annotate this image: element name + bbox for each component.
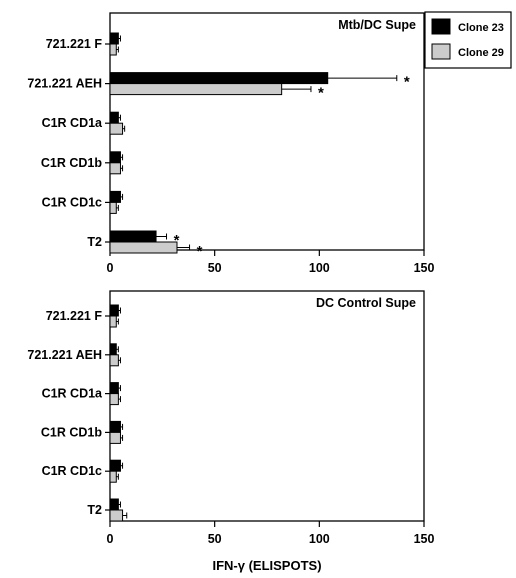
category-label-c1r-cd1b: C1R CD1b: [41, 156, 102, 170]
category-label-721-221-f: 721.221 F: [46, 37, 103, 51]
category-label-721-221-aeh: 721.221 AEH: [27, 348, 102, 362]
bar-clone-29-t2: [109, 509, 124, 522]
legend-swatch-clone-23: [431, 18, 451, 35]
bar-clone-29-721-221-aeh: [109, 83, 283, 96]
category-label-721-221-aeh: 721.221 AEH: [27, 77, 102, 91]
category-label-c1r-cd1a: C1R CD1a: [42, 387, 103, 401]
category-label-c1r-cd1c: C1R CD1c: [42, 464, 102, 478]
significance-star: *: [174, 232, 180, 249]
x-tick-label: 100: [309, 261, 330, 275]
bar-clone-23-c1r-cd1b: [109, 420, 121, 433]
bar-clone-29-721-221-f: [109, 43, 117, 56]
bar-clone-23-c1r-cd1c: [109, 190, 121, 203]
bar-clone-29-c1r-cd1a: [109, 393, 119, 406]
dc-control-supe-panel: DC Control Supe 0 50 100 150 721.221 F 721.221…: [27, 290, 435, 546]
category-label-c1r-cd1a: C1R CD1a: [42, 116, 103, 130]
bar-clone-29-c1r-cd1a: [109, 122, 124, 135]
legend: Clone 23 Clone 29: [424, 11, 512, 69]
legend-label-clone-29: Clone 29: [458, 47, 504, 59]
x-tick-label: 100: [309, 532, 330, 546]
x-tick-label: 0: [107, 261, 114, 275]
bar-clone-23-c1r-cd1a: [109, 382, 119, 395]
bar-clone-23-c1r-cd1a: [109, 111, 119, 124]
category-label-c1r-cd1b: C1R CD1b: [41, 425, 102, 439]
legend-label-clone-23: Clone 23: [458, 22, 504, 34]
bar-clone-29-c1r-cd1b: [109, 162, 121, 175]
significance-star: *: [404, 74, 410, 91]
bar-clone-29-721-221-f: [109, 315, 117, 328]
category-label-721-221-f: 721.221 F: [46, 309, 103, 323]
category-label-t2: T2: [87, 503, 102, 517]
x-axis-label: IFN-γ (ELISPOTS): [212, 558, 321, 573]
panel-title: Mtb/DC Supe: [338, 18, 416, 32]
x-tick-label: 150: [414, 532, 435, 546]
bar-clone-23-721-221-f: [109, 304, 119, 317]
bar-clone-29-c1r-cd1c: [109, 470, 117, 483]
bar-clone-23-721-221-aeh: [109, 72, 329, 85]
bar-clone-29-c1r-cd1c: [109, 201, 117, 214]
panel-title: DC Control Supe: [316, 296, 416, 310]
bar-clone-23-t2: [109, 230, 157, 243]
bar-clone-23-721-221-f: [109, 32, 119, 45]
x-tick-label: 0: [107, 532, 114, 546]
legend-swatch-clone-29: [431, 43, 451, 60]
category-label-c1r-cd1c: C1R CD1c: [42, 195, 102, 209]
bar-clone-29-t2: [109, 241, 178, 254]
bar-clone-23-t2: [109, 498, 119, 511]
plot-frame: [109, 12, 425, 251]
bar-clone-29-c1r-cd1b: [109, 431, 121, 444]
bar-clone-23-721-221-aeh: [109, 343, 117, 356]
x-tick-label: 50: [208, 532, 222, 546]
x-tick-label: 150: [414, 261, 435, 275]
significance-star: *: [197, 243, 203, 260]
bar-clone-23-c1r-cd1c: [109, 459, 121, 472]
bar-clone-29-721-221-aeh: [109, 354, 119, 367]
mtb-dc-supe-panel: Mtb/DC Supe 0 50 100 150 721.221 F 721.221 AEH…: [27, 12, 435, 275]
significance-star: *: [318, 85, 324, 102]
x-tick-label: 50: [208, 261, 222, 275]
bar-clone-23-c1r-cd1b: [109, 151, 121, 164]
plot-frame: [109, 290, 425, 522]
category-label-t2: T2: [87, 235, 102, 249]
